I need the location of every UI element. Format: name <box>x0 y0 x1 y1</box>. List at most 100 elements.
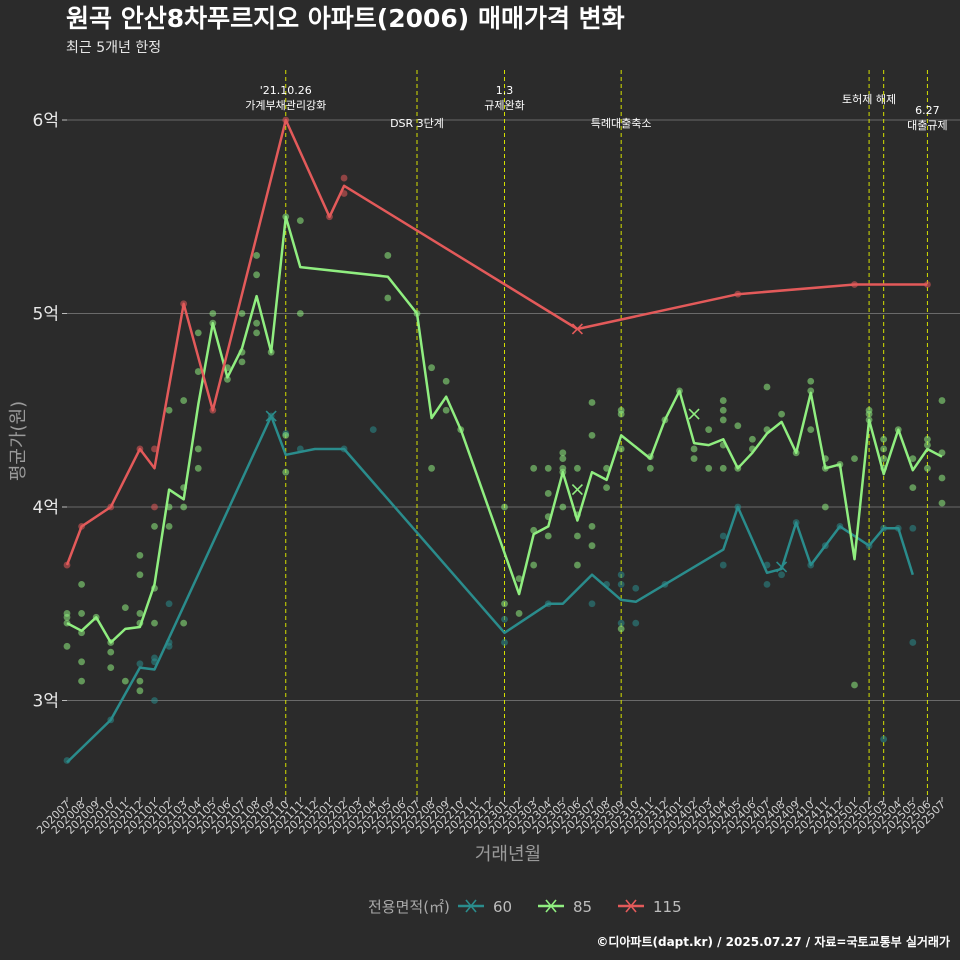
data-point-60 <box>369 426 377 433</box>
data-point-85 <box>719 397 727 404</box>
data-point-115 <box>151 503 158 511</box>
legend-label-115: 115 <box>653 898 682 916</box>
data-point-85 <box>617 410 625 418</box>
event-label-line: 규제완화 <box>484 99 524 112</box>
data-point-60 <box>909 524 917 532</box>
cross-marker-115 <box>571 323 583 335</box>
data-point-60 <box>880 735 888 743</box>
data-point-85 <box>136 571 144 579</box>
data-point-85 <box>63 613 71 621</box>
data-point-85 <box>734 422 742 430</box>
data-point-85 <box>442 377 450 385</box>
data-point-85 <box>851 681 858 689</box>
legend-title: 전용면적(㎡) <box>368 898 450 916</box>
data-point-85 <box>763 383 771 391</box>
event-label-line: 대출규제 <box>907 119 947 132</box>
y-tick-label: 3억 <box>33 692 59 712</box>
data-point-85 <box>865 410 873 418</box>
data-point-60 <box>151 697 158 704</box>
data-point-85 <box>194 445 202 453</box>
cross-marker-60 <box>265 410 277 422</box>
data-point-85 <box>78 658 85 666</box>
data-point-115 <box>924 281 931 288</box>
data-point-85 <box>880 445 888 453</box>
data-point-85 <box>719 416 727 424</box>
data-point-85 <box>151 619 158 627</box>
data-point-85 <box>559 449 567 457</box>
data-point-85 <box>719 464 727 472</box>
data-point-85 <box>559 503 567 511</box>
event-label-line: DSR 3단계 <box>390 117 444 130</box>
data-point-85 <box>617 445 625 453</box>
data-point-60 <box>617 619 625 627</box>
data-point-85 <box>180 397 188 404</box>
data-point-60 <box>151 654 158 662</box>
data-point-85 <box>180 503 188 511</box>
data-point-85 <box>705 464 713 472</box>
data-point-85 <box>428 464 435 472</box>
data-point-85 <box>821 503 829 511</box>
legend-label-60: 60 <box>493 898 512 916</box>
data-point-85 <box>136 610 144 617</box>
data-point-60 <box>632 619 640 627</box>
data-point-85 <box>909 484 917 492</box>
legend-key-cross-115 <box>625 899 637 913</box>
data-point-85 <box>719 406 727 414</box>
data-point-85 <box>209 310 217 317</box>
data-point-85 <box>194 464 202 472</box>
data-point-85 <box>253 252 260 259</box>
data-point-85 <box>501 503 508 511</box>
data-point-85 <box>63 642 71 650</box>
data-point-85 <box>530 561 538 569</box>
chart-subtitle: 최근 5개년 한정 <box>66 40 161 56</box>
data-point-60 <box>588 600 596 608</box>
data-point-60 <box>136 660 144 668</box>
data-point-85 <box>194 368 202 375</box>
cross-marker-85 <box>688 408 700 420</box>
data-point-85 <box>588 522 596 530</box>
data-point-85 <box>136 677 144 685</box>
source-caption: ©디아파트(dapt.kr) / 2025.07.27 / 자료=국토교통부 실… <box>596 934 950 949</box>
data-point-85 <box>78 677 85 685</box>
cross-marker-85 <box>571 484 583 496</box>
data-point-85 <box>807 387 815 395</box>
data-point-85 <box>442 406 450 414</box>
data-point-85 <box>690 455 698 463</box>
data-point-85 <box>165 522 173 530</box>
data-point-60 <box>617 571 625 579</box>
data-point-85 <box>296 217 304 225</box>
y-tick-label: 4억 <box>33 498 59 518</box>
event-label-line: 1.3 <box>496 84 514 97</box>
data-point-85 <box>384 252 392 259</box>
data-point-85 <box>617 625 625 633</box>
event-label-line: 가계부채관리강화 <box>245 99 326 112</box>
data-point-85 <box>924 435 931 443</box>
event-label: 6.27 대출규제 <box>907 104 947 132</box>
data-point-85 <box>282 432 290 439</box>
data-point-85 <box>588 432 596 439</box>
data-point-85 <box>121 604 129 612</box>
data-point-85 <box>253 329 260 337</box>
data-point-60 <box>778 571 785 579</box>
data-point-60 <box>632 584 640 592</box>
legend: 전용면적(㎡) 60 85 115 <box>368 898 682 916</box>
data-point-85 <box>78 581 85 588</box>
data-point-60 <box>719 532 727 540</box>
x-axis-title: 거래년월 <box>475 844 541 865</box>
data-point-85 <box>938 499 946 507</box>
data-point-60 <box>763 581 771 588</box>
cross-marker-60 <box>776 561 788 573</box>
data-point-85 <box>384 294 392 302</box>
legend-key-cross-85 <box>545 899 557 913</box>
event-label-line: 특례대출축소 <box>591 117 652 130</box>
data-point-85 <box>224 375 231 383</box>
data-point-85 <box>646 464 654 472</box>
data-point-85 <box>559 455 567 463</box>
data-point-85 <box>107 648 115 656</box>
data-point-85 <box>924 464 931 472</box>
y-axis-ticks: 3억 4억 5억 6억 <box>33 111 67 712</box>
data-point-85 <box>253 271 260 279</box>
data-point-85 <box>253 319 260 327</box>
data-point-115 <box>151 445 158 453</box>
data-point-85 <box>588 399 596 406</box>
